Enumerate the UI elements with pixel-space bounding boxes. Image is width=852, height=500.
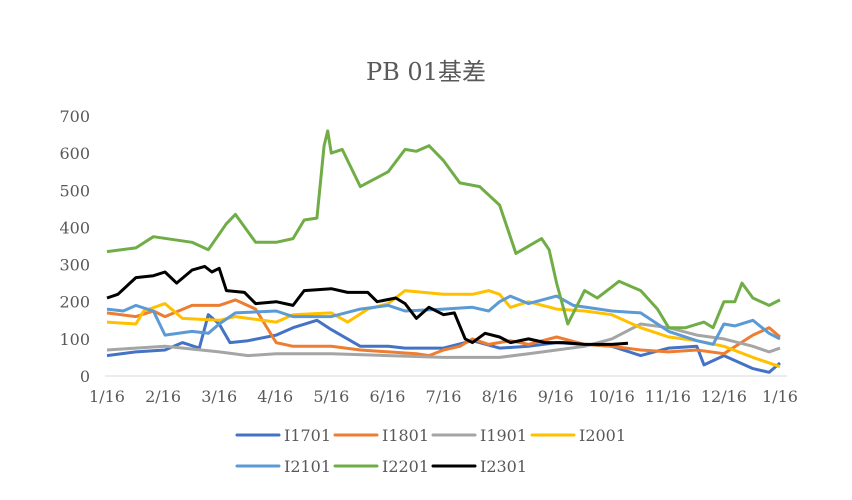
x-tick-label: 3/16 [201,387,237,406]
legend-label: I1801 [382,426,429,445]
x-tick-label: 7/16 [426,387,462,406]
legend-label: I2201 [382,457,429,476]
x-tick-label: 6/16 [369,387,405,406]
legend-item: I2201 [333,457,429,476]
y-tick-label: 500 [59,181,90,200]
legend-label: I2301 [480,457,527,476]
y-axis: 0 100 200 300 400 500 600 700 [59,107,90,386]
x-tick-label: 10/16 [589,387,635,406]
y-tick-label: 0 [80,367,90,386]
x-tick-label: 12/16 [701,387,747,406]
legend-label: I1701 [284,426,331,445]
legend-item: I2101 [235,457,331,476]
x-tick-label: 5/16 [313,387,349,406]
x-tick-label: 1/16 [89,387,125,406]
x-tick-label: 1/16 [762,387,798,406]
legend-label: I2101 [284,457,331,476]
y-tick-label: 200 [59,293,90,312]
series-line-i1901 [106,322,781,359]
legend: I1701 I1801 I1901 I2001 I2101 I2201 I2301 [235,426,626,476]
series-line-i2001 [106,289,781,369]
chart-title: PB 01基差 [366,58,486,86]
x-tick-label: 2/16 [145,387,181,406]
legend-item: I2001 [530,426,626,445]
x-axis: 1/16 2/16 3/16 4/16 5/16 6/16 7/16 8/16 9/16 10/1… [89,387,798,406]
x-tick-label: 4/16 [257,387,293,406]
legend-item: I1801 [333,426,429,445]
series-line-i1801 [106,298,781,358]
y-tick-label: 600 [59,144,90,163]
legend-item: I1701 [235,426,331,445]
plot-area [106,129,781,374]
y-tick-label: 700 [59,107,90,126]
y-tick-label: 100 [59,330,90,349]
legend-item: I1901 [431,426,527,445]
x-tick-label: 11/16 [645,387,691,406]
y-tick-label: 300 [59,256,90,275]
y-tick-label: 400 [59,218,90,237]
legend-label: I2001 [579,426,626,445]
series-line-i2201 [106,129,781,330]
x-tick-label: 8/16 [482,387,518,406]
legend-item: I2301 [431,457,527,476]
series-line-i2301 [106,264,629,346]
x-tick-label: 9/16 [538,387,574,406]
legend-label: I1901 [480,426,527,445]
series-line-i2101 [106,294,781,346]
series-line-i1701 [106,313,781,374]
